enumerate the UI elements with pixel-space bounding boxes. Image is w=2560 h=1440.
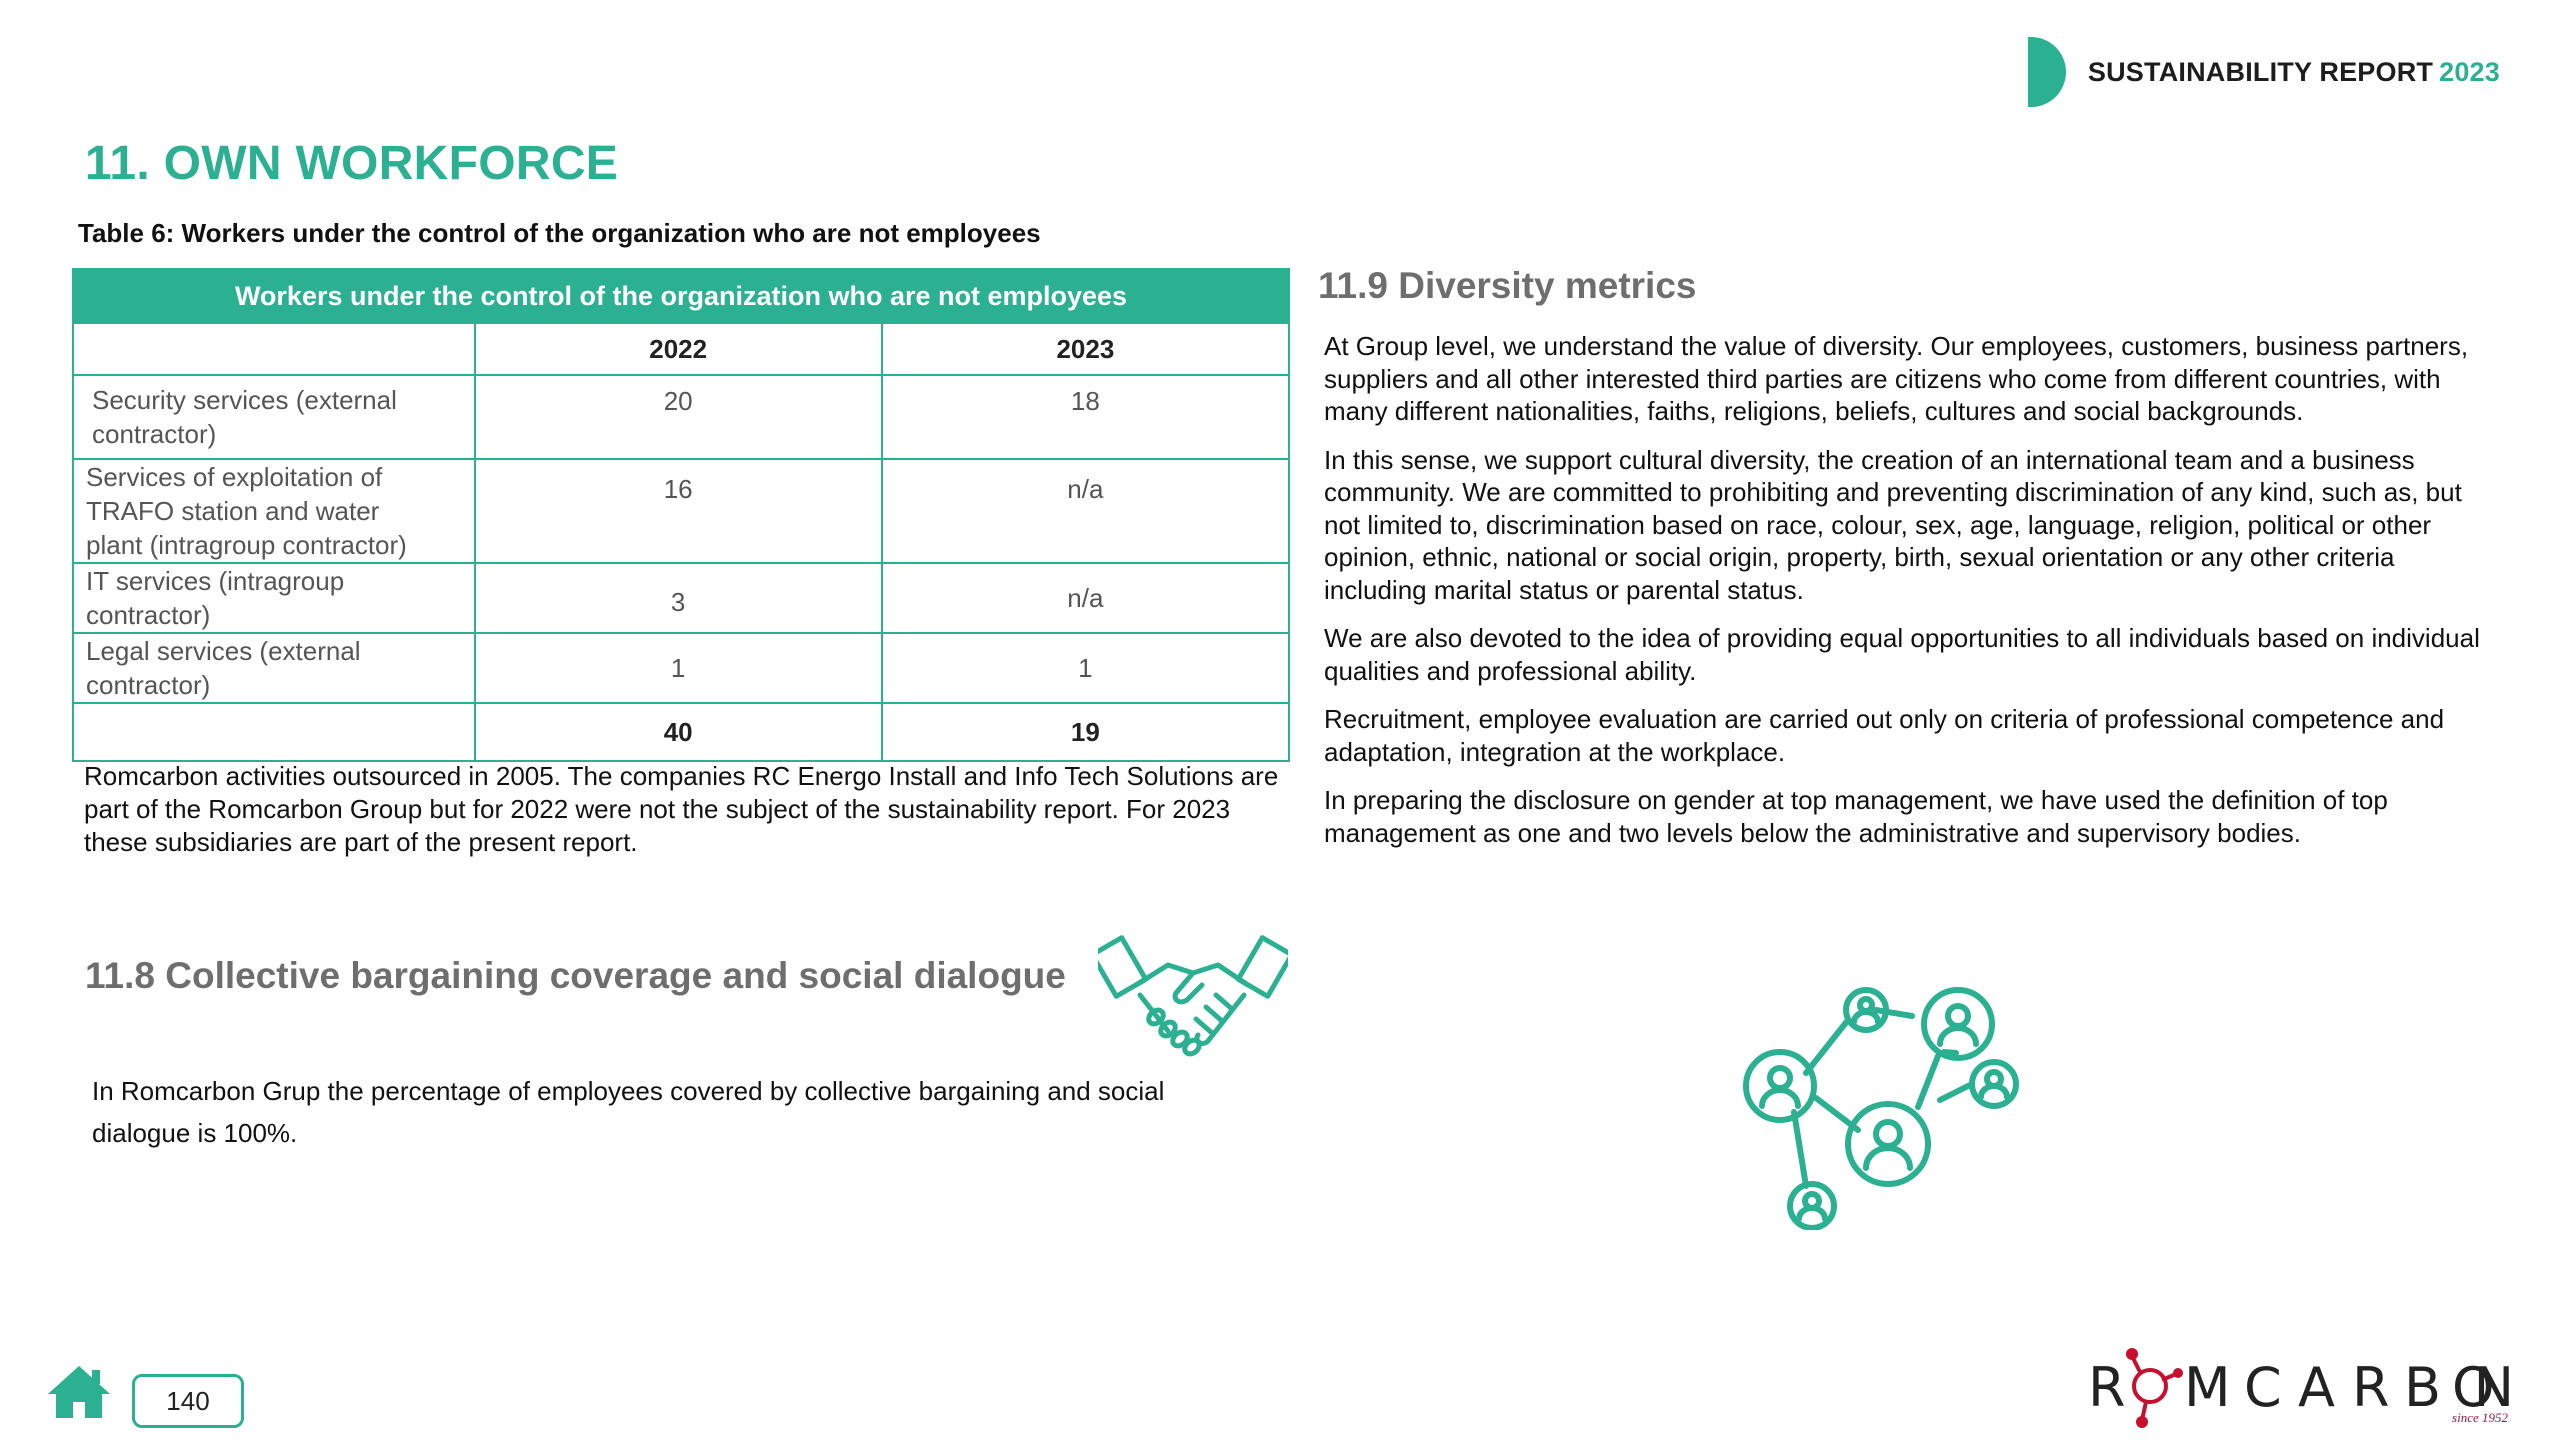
header-accent-mark xyxy=(2027,37,2066,107)
table-row: Legal services (external contractor) 1 1 xyxy=(72,632,1291,704)
svg-text:B: B xyxy=(2404,1356,2441,1419)
svg-text:A: A xyxy=(2298,1356,2335,1419)
bargaining-text: In Romcarbon Grup the percentage of empl… xyxy=(92,1076,1165,1148)
table-caption: Table 6: Workers under the control of th… xyxy=(78,218,1041,248)
table-row: Services of exploitation of TRAFO statio… xyxy=(72,458,1291,564)
diversity-paragraph: In this sense, we support cultural diver… xyxy=(1324,444,2462,605)
diversity-paragraph: We are also devoted to the idea of provi… xyxy=(1324,623,2480,686)
row-value-2022: 1 xyxy=(473,632,883,704)
row-value-2022: 3 xyxy=(473,562,883,634)
row-label: IT services (intragroup contractor) xyxy=(72,562,476,634)
table-row: Security services (external contractor) … xyxy=(72,374,1291,460)
year-2023-header: 2023 xyxy=(880,322,1291,376)
workers-table: Workers under the control of the organiz… xyxy=(72,268,1291,762)
table-total-row: 40 19 xyxy=(72,702,1291,762)
diversity-body: At Group level, we understand the value … xyxy=(1324,330,2504,865)
home-icon[interactable] xyxy=(46,1362,112,1422)
svg-text:R: R xyxy=(2088,1356,2126,1419)
row-label: Legal services (external contractor) xyxy=(72,632,476,704)
svg-text:O: O xyxy=(2452,1356,2495,1419)
diversity-paragraph: At Group level, we understand the value … xyxy=(1324,331,2469,426)
year-empty-cell xyxy=(72,322,476,376)
people-network-icon xyxy=(1743,987,2019,1230)
row-value-2023: n/a xyxy=(880,562,1291,634)
row-value-2023: 1 xyxy=(880,632,1291,704)
total-2022: 40 xyxy=(473,702,883,762)
svg-text:N: N xyxy=(2474,1356,2514,1419)
row-label: Services of exploitation of TRAFO statio… xyxy=(72,458,476,564)
report-title-text: SUSTAINABILITY REPORT xyxy=(2087,56,2434,87)
total-label-cell xyxy=(72,702,476,762)
romcarbon-logo: R M C A R B O N since 1952 xyxy=(2088,1340,2518,1432)
total-2023: 19 xyxy=(880,702,1291,762)
handshake-icon xyxy=(1098,935,1288,1057)
bargaining-heading: 11.8 Collective bargaining coverage and … xyxy=(85,955,1066,996)
logo-graphic: R M C A R B O N xyxy=(2088,1348,2514,1428)
svg-text:C: C xyxy=(2244,1356,2282,1419)
table-header: Workers under the control of the organiz… xyxy=(72,268,1290,324)
table-header-row: Workers under the control of the organiz… xyxy=(72,268,1290,324)
report-year: 2023 xyxy=(2439,56,2500,87)
page-number: 140 xyxy=(132,1374,244,1428)
section-title: 11. OWN WORKFORCE xyxy=(85,137,619,190)
logo-since: since 1952 xyxy=(2452,1410,2508,1425)
report-title: SUSTAINABILITY REPORT 2023 xyxy=(2088,57,2500,88)
year-2022-header: 2022 xyxy=(473,322,883,376)
report-header: SUSTAINABILITY REPORT 2023 xyxy=(2027,34,2500,110)
table-note: Romcarbon activities outsourced in 2005.… xyxy=(84,761,1279,857)
row-value-2023: 18 xyxy=(880,374,1291,460)
diversity-paragraph: Recruitment, employee evaluation are car… xyxy=(1324,704,2445,767)
row-value-2022: 16 xyxy=(473,458,883,564)
diversity-heading: 11.9 Diversity metrics xyxy=(1318,265,1697,306)
row-label: Security services (external contractor) xyxy=(72,374,476,460)
row-value-2022: 20 xyxy=(473,374,883,460)
table-row: IT services (intragroup contractor) 3 n/… xyxy=(72,562,1291,634)
row-value-2023: n/a xyxy=(880,458,1291,564)
diversity-paragraph: In preparing the disclosure on gender at… xyxy=(1324,785,2388,848)
table-year-row: 2022 2023 xyxy=(72,322,1291,376)
svg-text:R: R xyxy=(2352,1356,2390,1419)
svg-text:M: M xyxy=(2184,1356,2231,1419)
